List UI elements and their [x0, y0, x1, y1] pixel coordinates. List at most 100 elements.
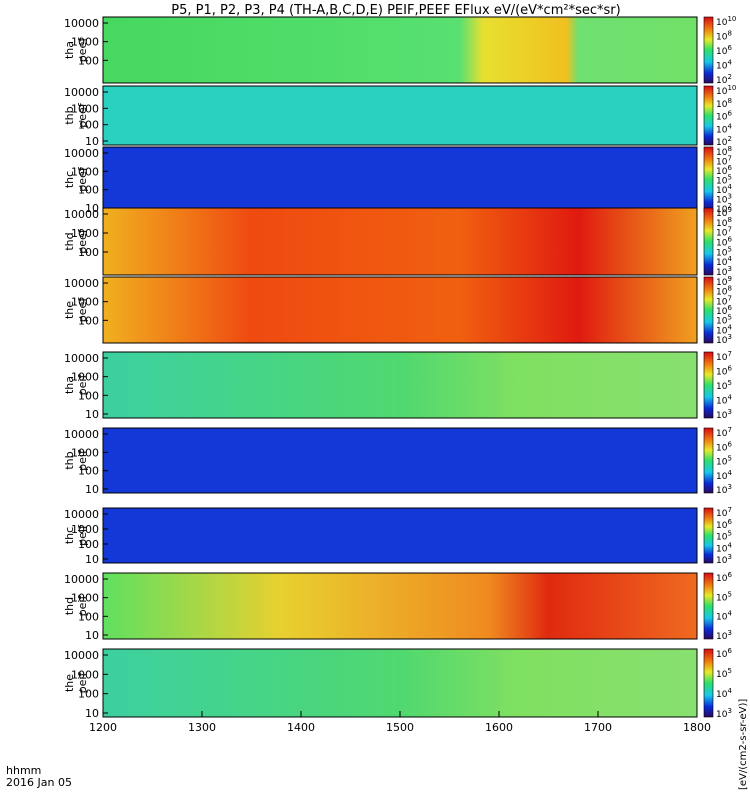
colorbar-tick-label: 102 — [716, 202, 732, 215]
y-tick-label: 100 — [78, 688, 99, 701]
y-tick-label: 1000 — [71, 592, 99, 605]
y-tick-label: 10 — [85, 483, 99, 496]
panel-probe-label: the — [63, 301, 76, 319]
colorbar-tick-label: 104 — [716, 394, 732, 407]
colorbar-tick-label: 104 — [716, 610, 732, 623]
y-tick-label: 10000 — [64, 352, 99, 365]
colorbar-tick-label: 106 — [716, 440, 732, 453]
panel-frame — [102, 572, 698, 640]
y-tick-label: 100 — [78, 314, 99, 327]
spectrogram-image — [103, 649, 697, 717]
y-tick-label: 100 — [78, 54, 99, 67]
colorbar-unit-label: [eV/(cm2-s-sr-eV)] — [738, 699, 749, 790]
panel-thc-peef: 10000 1000 100 10 thc peef 1081071061051041031… — [63, 145, 732, 215]
colorbar-tick-label: 107 — [716, 426, 732, 439]
y-tick-label: 10000 — [64, 208, 99, 221]
y-tick-label: 10000 — [64, 147, 99, 160]
colorbar — [703, 427, 714, 494]
y-tick-label: 1000 — [71, 371, 99, 384]
panel-product-label: peef — [76, 228, 89, 254]
panel-probe-label: thb — [63, 106, 76, 124]
colorbar-tick-label: 103 — [716, 707, 732, 720]
y-tick-label: 10 — [85, 707, 99, 720]
panel-frame — [102, 276, 698, 344]
y-tick-label: 1000 — [71, 227, 99, 240]
spectrogram-image — [103, 17, 697, 83]
y-tick-label: 1000 — [71, 165, 99, 178]
spectrogram-image — [103, 508, 697, 563]
panel-thd-peif: 10000 1000 100 10 thd peif 106 105 104 103 — [63, 571, 732, 642]
panel-frame — [102, 16, 698, 84]
y-tick-label: 100 — [78, 610, 99, 623]
colorbar-tick-label: 103 — [716, 408, 732, 421]
colorbar-tick-label: 104 — [716, 122, 732, 135]
colorbar-tick-label: 106 — [716, 110, 732, 123]
colorbar-tick-label: 103 — [716, 193, 732, 206]
colorbar-tick-label: 109 — [716, 206, 732, 219]
y-tick-label: 100 — [78, 465, 99, 478]
figure-title: P5, P1, P2, P3, P4 (TH-A,B,C,D,E) PEIF,P… — [171, 3, 620, 18]
spectrogram-image — [103, 208, 697, 275]
panel-product-label: peef — [76, 297, 89, 323]
x-axis-label-line2: 2016 Jan 05 — [6, 776, 72, 789]
y-tick-label: 10 — [85, 553, 99, 566]
y-tick-label: 100 — [78, 184, 99, 197]
panel-probe-label: tha — [63, 41, 76, 59]
colorbar-tick-label: 107 — [716, 506, 732, 519]
colorbar-tick-label: 106 — [716, 518, 732, 531]
y-tick-label: 1000 — [71, 296, 99, 309]
colorbar-tick-label: 104 — [716, 183, 732, 196]
colorbar — [703, 648, 714, 718]
colorbar — [703, 351, 714, 419]
panel-probe-label: thd — [63, 597, 76, 615]
colorbar-tick-label: 104 — [716, 255, 732, 268]
colorbar — [703, 572, 714, 640]
colorbar-tick-label: 105 — [716, 245, 732, 258]
colorbar-tick-label: 106 — [716, 571, 732, 584]
colorbar-tick-label: 103 — [716, 483, 732, 496]
y-tick-label: 10 — [85, 408, 99, 421]
x-axis-label: hhmm 2016 Jan 05 — [6, 764, 72, 789]
colorbar-tick-label: 103 — [716, 553, 732, 566]
y-tick-label: 10000 — [64, 508, 99, 521]
y-tick-label: 10000 — [64, 573, 99, 586]
y-tick-label: 100 — [78, 246, 99, 259]
x-tick-label: 1700 — [584, 721, 612, 734]
colorbar-tick-label: 105 — [716, 174, 732, 187]
panel-product-label: peef — [76, 37, 89, 63]
colorbar-tick-label: 106 — [716, 647, 732, 660]
colorbar-tick-label: 108 — [716, 145, 732, 158]
colorbar-tick-label: 103 — [716, 629, 732, 642]
panel-product-label: peif — [76, 374, 89, 396]
y-tick-label: 1000 — [71, 102, 99, 115]
y-tick-label: 10 — [85, 629, 99, 642]
colorbar-tick-label: 102 — [716, 73, 732, 86]
colorbar-tick-label: 106 — [716, 44, 732, 57]
colorbar-tick-label: 104 — [716, 469, 732, 482]
y-tick-label: 10000 — [64, 277, 99, 290]
y-tick-label: 1000 — [71, 446, 99, 459]
colorbar-tick-label: 1010 — [716, 84, 736, 97]
colorbar — [703, 207, 714, 276]
y-tick-label: 10 — [85, 202, 99, 215]
panel-product-label: peif — [76, 449, 89, 471]
panel-frame — [102, 507, 698, 564]
x-tick-label: 1300 — [188, 721, 216, 734]
x-axis-label-line1: hhmm — [6, 764, 41, 777]
colorbar-tick-label: 109 — [716, 275, 732, 288]
colorbar-tick-label: 108 — [716, 97, 732, 110]
panel-frame — [102, 85, 698, 146]
panel-frame — [102, 351, 698, 419]
panel-probe-label: thc — [63, 171, 76, 188]
spectrogram-image — [103, 352, 697, 418]
x-tick-label: 1800 — [683, 721, 711, 734]
colorbar-tick-label: 106 — [716, 164, 732, 177]
y-tick-label: 1000 — [71, 36, 99, 49]
colorbar-tick-label: 108 — [716, 285, 732, 298]
colorbar-tick-label: 105 — [716, 314, 732, 327]
